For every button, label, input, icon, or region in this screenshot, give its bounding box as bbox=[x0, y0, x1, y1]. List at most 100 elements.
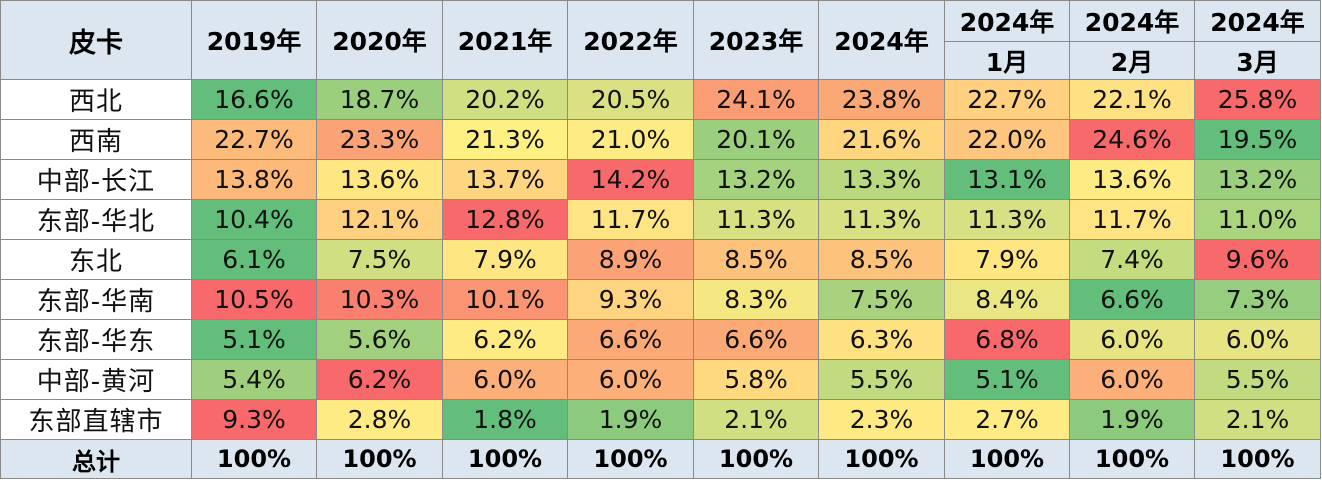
column-header-8: 2024年 bbox=[1194, 0, 1321, 42]
table-cell: 11.7% bbox=[567, 199, 694, 240]
table-row: 东部-华东 5.1% 5.6% 6.2% 6.6% 6.6% 6.3% 6.8% 6.0% 6.0… bbox=[0, 319, 1321, 360]
column-header-7: 2024年 bbox=[1069, 0, 1195, 42]
total-cell: 100% bbox=[191, 439, 317, 479]
table-cell: 24.6% bbox=[1069, 119, 1195, 160]
table-cell: 5.5% bbox=[1194, 359, 1321, 400]
table-cell: 5.1% bbox=[191, 319, 317, 360]
table-cell: 13.6% bbox=[316, 159, 443, 200]
table-cell: 10.5% bbox=[191, 279, 317, 320]
table-cell: 8.4% bbox=[944, 279, 1070, 320]
table-row: 东部-华北 10.4% 12.1% 12.8% 11.7% 11.3% 11.3% 11.3%… bbox=[0, 199, 1321, 240]
table-cell: 21.3% bbox=[442, 119, 568, 160]
table-cell: 10.1% bbox=[442, 279, 568, 320]
table-cell: 6.6% bbox=[567, 319, 694, 360]
corner-label: 皮卡 bbox=[0, 0, 192, 80]
table-cell: 8.9% bbox=[567, 239, 694, 280]
table-cell: 7.5% bbox=[316, 239, 443, 280]
table-cell: 9.3% bbox=[191, 399, 317, 440]
row-label: 中部-长江 bbox=[0, 159, 192, 200]
table-cell: 6.0% bbox=[442, 359, 568, 400]
table-cell: 13.8% bbox=[191, 159, 317, 200]
table-cell: 2.3% bbox=[818, 399, 945, 440]
row-label: 中部-黄河 bbox=[0, 359, 192, 400]
column-header-2: 2021年 bbox=[442, 0, 568, 80]
table-cell: 12.8% bbox=[442, 199, 568, 240]
total-cell: 100% bbox=[442, 439, 568, 479]
table-cell: 6.2% bbox=[316, 359, 443, 400]
total-cell: 100% bbox=[1194, 439, 1321, 479]
row-label: 西北 bbox=[0, 79, 192, 120]
table-row: 中部-长江 13.8% 13.6% 13.7% 14.2% 13.2% 13.3% 13.1%… bbox=[0, 159, 1321, 200]
table-cell: 2.1% bbox=[693, 399, 819, 440]
table-cell: 8.3% bbox=[693, 279, 819, 320]
table-row: 东部-华南 10.5% 10.3% 10.1% 9.3% 8.3% 7.5% 8.4% 6.6%… bbox=[0, 279, 1321, 320]
total-cell: 100% bbox=[818, 439, 945, 479]
table-cell: 6.3% bbox=[818, 319, 945, 360]
table-cell: 10.3% bbox=[316, 279, 443, 320]
table-cell: 8.5% bbox=[818, 239, 945, 280]
table-header: 皮卡 2019年 2020年 2021年 2022年 2023年 2024年 2024年 20… bbox=[0, 0, 1321, 80]
table-cell: 7.9% bbox=[442, 239, 568, 280]
table-cell: 6.2% bbox=[442, 319, 568, 360]
table-cell: 11.7% bbox=[1069, 199, 1195, 240]
table-cell: 7.4% bbox=[1069, 239, 1195, 280]
row-label: 东部-华南 bbox=[0, 279, 192, 320]
table-cell: 6.1% bbox=[191, 239, 317, 280]
table-cell: 22.1% bbox=[1069, 79, 1195, 120]
table-cell: 21.0% bbox=[567, 119, 694, 160]
total-cell: 100% bbox=[1069, 439, 1195, 479]
table-cell: 22.7% bbox=[944, 79, 1070, 120]
column-header-6: 2024年 bbox=[944, 0, 1070, 42]
table-cell: 5.5% bbox=[818, 359, 945, 400]
table-cell: 21.6% bbox=[818, 119, 945, 160]
table-cell: 2.8% bbox=[316, 399, 443, 440]
table-cell: 6.0% bbox=[1194, 319, 1321, 360]
table-cell: 13.3% bbox=[818, 159, 945, 200]
table-row: 东北 6.1% 7.5% 7.9% 8.9% 8.5% 8.5% 7.9% 7.4% 9.6% bbox=[0, 239, 1321, 280]
table-cell: 13.7% bbox=[442, 159, 568, 200]
column-header-3: 2022年 bbox=[567, 0, 694, 80]
table-cell: 25.8% bbox=[1194, 79, 1321, 120]
table-cell: 13.1% bbox=[944, 159, 1070, 200]
row-label: 东部-华北 bbox=[0, 199, 192, 240]
table-row: 西北 16.6% 18.7% 20.2% 20.5% 24.1% 23.8% 22.7% 22.… bbox=[0, 79, 1321, 120]
table-body: 西北 16.6% 18.7% 20.2% 20.5% 24.1% 23.8% 22.7% 22.… bbox=[0, 79, 1321, 440]
table-cell: 12.1% bbox=[316, 199, 443, 240]
table-cell: 11.3% bbox=[693, 199, 819, 240]
table-cell: 6.6% bbox=[1069, 279, 1195, 320]
table-cell: 5.1% bbox=[944, 359, 1070, 400]
column-subheader-7: 2月 bbox=[1069, 41, 1195, 80]
table-cell: 10.4% bbox=[191, 199, 317, 240]
column-header-1: 2020年 bbox=[316, 0, 443, 80]
table-cell: 7.9% bbox=[944, 239, 1070, 280]
table-cell: 24.1% bbox=[693, 79, 819, 120]
table-cell: 2.7% bbox=[944, 399, 1070, 440]
table-cell: 22.7% bbox=[191, 119, 317, 160]
table-cell: 6.0% bbox=[1069, 359, 1195, 400]
table-cell: 11.3% bbox=[818, 199, 945, 240]
table-cell: 6.0% bbox=[1069, 319, 1195, 360]
table-row: 中部-黄河 5.4% 6.2% 6.0% 6.0% 5.8% 5.5% 5.1% 6.0% 5.5… bbox=[0, 359, 1321, 400]
table-cell: 1.9% bbox=[567, 399, 694, 440]
table-cell: 1.8% bbox=[442, 399, 568, 440]
column-header-4: 2023年 bbox=[693, 0, 819, 80]
table-cell: 7.3% bbox=[1194, 279, 1321, 320]
column-subheader-8: 3月 bbox=[1194, 41, 1321, 80]
table-footer: 总计 100% 100% 100% 100% 100% 100% 100% 100% 100% bbox=[0, 439, 1321, 479]
table-cell: 23.8% bbox=[818, 79, 945, 120]
table-cell: 13.2% bbox=[1194, 159, 1321, 200]
table-cell: 6.8% bbox=[944, 319, 1070, 360]
table-cell: 9.3% bbox=[567, 279, 694, 320]
table-row: 西南 22.7% 23.3% 21.3% 21.0% 20.1% 21.6% 22.0% 24.… bbox=[0, 119, 1321, 160]
column-header-5: 2024年 bbox=[818, 0, 945, 80]
column-header-0: 2019年 bbox=[191, 0, 317, 80]
table-cell: 11.0% bbox=[1194, 199, 1321, 240]
table-cell: 1.9% bbox=[1069, 399, 1195, 440]
table-cell: 2.1% bbox=[1194, 399, 1321, 440]
table-cell: 6.0% bbox=[567, 359, 694, 400]
table-cell: 19.5% bbox=[1194, 119, 1321, 160]
table-cell: 20.1% bbox=[693, 119, 819, 160]
total-cell: 100% bbox=[567, 439, 694, 479]
table-cell: 5.8% bbox=[693, 359, 819, 400]
total-cell: 100% bbox=[316, 439, 443, 479]
